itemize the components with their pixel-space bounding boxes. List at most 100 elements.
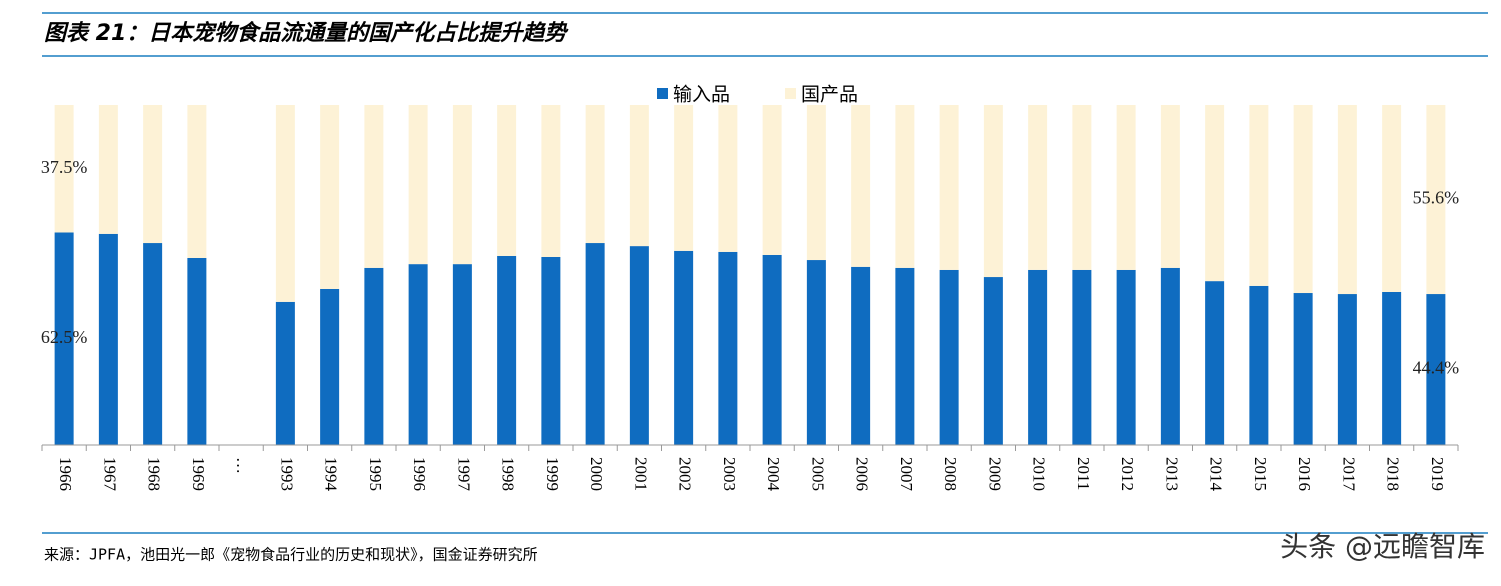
x-tick-label: 2012 — [1118, 457, 1137, 491]
x-tick-label: … — [233, 457, 252, 474]
source: 来源：JPFA，池田光一郎《宠物食品行业的历史和现状》，国金证券研究所 — [44, 546, 538, 564]
bar-segment — [452, 105, 472, 265]
bar-segment — [1072, 269, 1092, 445]
bar-segment — [143, 105, 163, 244]
bar-segment — [1293, 293, 1313, 445]
bar-segment — [54, 232, 74, 445]
bar-segment — [762, 254, 782, 445]
bar-segment — [187, 258, 207, 445]
x-tick-label: 2000 — [587, 457, 606, 491]
x-tick-label: 1993 — [277, 457, 296, 491]
bar-segment — [541, 256, 561, 445]
x-tick-label: 2011 — [1074, 457, 1093, 490]
watermark: 头条 @远瞻智库 — [1280, 530, 1485, 563]
legend-label: 国产品 — [801, 84, 858, 106]
bar-segment — [275, 301, 295, 445]
bar-segment — [629, 105, 649, 247]
bar-segment — [1205, 105, 1225, 282]
bar-segment — [320, 288, 340, 445]
x-tick-label: 1994 — [322, 457, 341, 492]
bar-segment — [806, 260, 826, 445]
bar-segment — [187, 105, 207, 258]
x-tick-label: 1967 — [100, 457, 119, 492]
x-tick-label: 2013 — [1162, 457, 1181, 491]
bar-segment — [1116, 269, 1136, 445]
bar-segment — [674, 105, 694, 251]
data-label: 44.4% — [1413, 358, 1460, 378]
bar-segment — [1337, 105, 1357, 295]
x-tick-label: 1997 — [454, 457, 473, 492]
bar-segment — [98, 233, 118, 445]
bar-segment — [1382, 105, 1402, 292]
bar-segment — [851, 266, 871, 445]
bar-segment — [497, 105, 517, 256]
bar-segment — [762, 105, 782, 255]
x-tick-label: 2001 — [631, 457, 650, 491]
chart-title: 图表 21：日本宠物食品流通量的国产化占比提升趋势 — [44, 20, 569, 46]
bar-segment — [1160, 105, 1180, 268]
x-tick-label: 2007 — [897, 457, 916, 492]
x-tick-label: 2005 — [808, 457, 827, 491]
x-tick-label: 2006 — [853, 457, 872, 491]
x-tick-label: 1969 — [189, 457, 208, 491]
bar-segment — [983, 105, 1003, 278]
x-tick-label: 1995 — [366, 457, 385, 491]
x-tick-label: 2010 — [1030, 457, 1049, 491]
x-tick-label: 2015 — [1251, 457, 1270, 491]
bar-segment — [1160, 267, 1180, 445]
x-tick-label: 2004 — [764, 457, 783, 492]
bar-segment — [895, 105, 915, 268]
x-tick-label: 2014 — [1207, 457, 1226, 492]
bar-segment — [939, 269, 959, 445]
bar-segment — [983, 277, 1003, 445]
data-label: 62.5% — [41, 327, 88, 347]
bar-segment — [1028, 269, 1048, 445]
x-tick-label: 2003 — [720, 457, 739, 491]
bar-segment — [452, 264, 472, 445]
bar-segment — [629, 246, 649, 445]
bar-segment — [1205, 281, 1225, 445]
bar-segment — [497, 255, 517, 445]
bar-segment — [674, 250, 694, 445]
bar-segment — [1293, 105, 1313, 294]
x-tick-label: 1996 — [410, 457, 429, 491]
bar-segment — [1116, 105, 1136, 270]
bar-segment — [585, 105, 605, 244]
x-tick-label: 1966 — [56, 457, 75, 491]
bar-segment — [364, 105, 384, 268]
bar-segment — [1426, 105, 1446, 295]
bar-segment — [939, 105, 959, 270]
data-label: 37.5% — [41, 157, 88, 177]
bar-segment — [364, 267, 384, 445]
bar-segment — [1426, 294, 1446, 445]
x-tick-label: 2017 — [1339, 457, 1358, 492]
bar-segment — [408, 264, 428, 445]
x-tick-label: 2009 — [985, 457, 1004, 491]
x-tick-label: 2002 — [676, 457, 695, 491]
legend-swatch — [785, 88, 796, 99]
bar-segment — [1249, 285, 1269, 445]
x-tick-label: 1998 — [499, 457, 518, 491]
bar-segment — [1337, 294, 1357, 445]
bar-segment — [1072, 105, 1092, 270]
bar-segment — [585, 243, 605, 445]
bar-segment — [895, 267, 915, 445]
data-label: 55.6% — [1413, 188, 1460, 208]
legend-swatch — [657, 88, 668, 99]
bar-segment — [275, 105, 295, 302]
x-tick-label: 1999 — [543, 457, 562, 491]
bar-segment — [541, 105, 561, 257]
x-tick-label: 2019 — [1428, 457, 1447, 491]
x-tick-label: 2018 — [1384, 457, 1403, 491]
bar-segment — [98, 105, 118, 234]
bar-segment — [718, 251, 738, 445]
bar-segment — [851, 105, 871, 267]
bar-segment — [718, 105, 738, 252]
x-tick-label: 1968 — [145, 457, 164, 491]
bar-segment — [1028, 105, 1048, 270]
x-tick-label: 2016 — [1295, 457, 1314, 491]
legend-label: 输入品 — [673, 84, 730, 106]
bar-segment — [806, 105, 826, 261]
